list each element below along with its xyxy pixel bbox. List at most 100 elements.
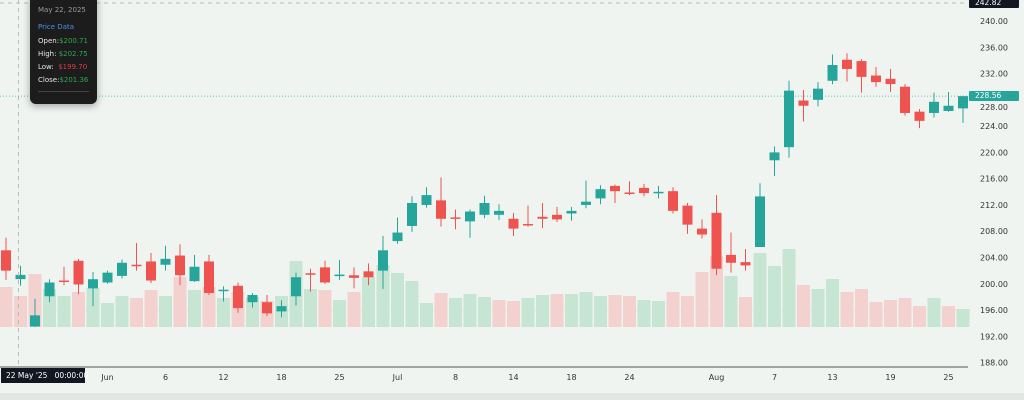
volume-bar	[449, 298, 462, 327]
candle[interactable]	[102, 270, 113, 284]
close-label: Close:	[38, 76, 60, 84]
candle[interactable]	[59, 266, 69, 286]
candle[interactable]	[117, 259, 127, 279]
candle[interactable]	[842, 53, 852, 82]
candle[interactable]	[421, 187, 432, 208]
volume-bar	[797, 285, 810, 327]
x-axis[interactable]: Jun 6 12 18 25 Jul 8 14 18 24 Aug 7 13 19 25	[100, 373, 953, 382]
candle[interactable]	[697, 219, 707, 239]
candle[interactable]	[30, 298, 40, 328]
x-tick-label: 13	[827, 373, 837, 382]
candle[interactable]	[305, 268, 316, 292]
candle[interactable]	[813, 82, 823, 107]
candle[interactable]	[44, 279, 55, 303]
high-value: $202.75	[58, 50, 88, 58]
candle[interactable]	[610, 184, 620, 203]
candle[interactable]	[233, 282, 243, 313]
candle[interactable]	[349, 267, 359, 289]
candle[interactable]	[131, 243, 142, 271]
candle-body	[842, 59, 852, 69]
candle[interactable]	[769, 146, 780, 177]
candle[interactable]	[88, 271, 98, 307]
x-tick-label: Jun	[100, 373, 114, 382]
candle[interactable]	[334, 260, 345, 280]
y-tick-label: 200.00	[980, 280, 1008, 289]
candle[interactable]	[508, 212, 519, 236]
candle[interactable]	[15, 265, 26, 286]
candle[interactable]	[885, 68, 896, 92]
candle-body	[929, 101, 939, 113]
price-tooltip: May 22, 2025 Price Data Open:$200.71 Hig…	[30, 0, 97, 104]
candle[interactable]	[958, 95, 968, 123]
candle-body	[479, 202, 490, 215]
volume-bar	[521, 298, 535, 327]
candle[interactable]	[363, 263, 374, 286]
candle[interactable]	[639, 183, 649, 197]
candle[interactable]	[653, 185, 664, 199]
candle-body	[189, 266, 200, 282]
candle[interactable]	[929, 92, 939, 118]
candle[interactable]	[392, 217, 403, 244]
candle[interactable]	[900, 84, 910, 116]
candle[interactable]	[276, 300, 287, 318]
volume-bar	[913, 306, 926, 327]
candle[interactable]	[247, 292, 258, 308]
candle[interactable]	[436, 177, 446, 227]
candle[interactable]	[494, 204, 504, 221]
candle[interactable]	[175, 244, 185, 286]
candle[interactable]	[856, 59, 867, 93]
candle[interactable]	[668, 187, 678, 214]
tooltip-open: Open:$200.71	[38, 37, 88, 45]
candle[interactable]	[146, 252, 156, 284]
candle-body	[44, 282, 55, 297]
candle[interactable]	[320, 260, 330, 284]
candle[interactable]	[581, 180, 591, 209]
candle[interactable]	[784, 80, 794, 158]
candle[interactable]	[291, 272, 301, 306]
volume-bar	[159, 296, 172, 327]
candle[interactable]	[798, 89, 809, 122]
candle[interactable]	[262, 294, 272, 316]
candle[interactable]	[566, 206, 577, 221]
candle[interactable]	[827, 54, 838, 85]
candle[interactable]	[552, 206, 562, 223]
volume-bar	[869, 302, 883, 327]
volume-bar	[43, 289, 56, 327]
bottom-scrollbar[interactable]	[0, 393, 1024, 400]
candle[interactable]	[726, 232, 736, 273]
tooltip-close: Close:$201.36	[38, 76, 88, 84]
candle[interactable]	[218, 286, 229, 302]
candle[interactable]	[755, 183, 765, 248]
candle[interactable]	[160, 245, 171, 271]
candle[interactable]	[871, 66, 881, 87]
candle[interactable]	[682, 202, 693, 234]
candle-body	[233, 285, 243, 309]
candle[interactable]	[73, 258, 84, 295]
candle[interactable]	[523, 205, 533, 227]
candle[interactable]	[914, 109, 925, 129]
candle[interactable]	[407, 196, 417, 232]
candle[interactable]	[479, 195, 490, 219]
candle[interactable]	[943, 91, 954, 112]
volume-bar	[594, 296, 607, 327]
volume-bar	[623, 296, 636, 327]
candle[interactable]	[1, 237, 11, 280]
candle-body	[769, 152, 780, 161]
y-tick-label: 196.00	[980, 306, 1008, 315]
candle[interactable]	[189, 254, 200, 282]
candle[interactable]	[537, 202, 548, 228]
candle-body	[378, 250, 388, 271]
candle-body	[305, 273, 316, 275]
candle[interactable]	[711, 195, 722, 276]
candle[interactable]	[595, 185, 606, 205]
volume-bar	[608, 295, 622, 327]
candle[interactable]	[624, 181, 635, 196]
candle[interactable]	[450, 209, 461, 230]
candle-body	[363, 271, 374, 278]
candle[interactable]	[378, 235, 388, 290]
candle[interactable]	[204, 254, 214, 295]
candle[interactable]	[465, 209, 475, 238]
candle[interactable]	[740, 248, 751, 271]
y-axis[interactable]: 188.00 192.00 196.00 200.00 204.00 208.00 212.…	[980, 17, 1008, 368]
